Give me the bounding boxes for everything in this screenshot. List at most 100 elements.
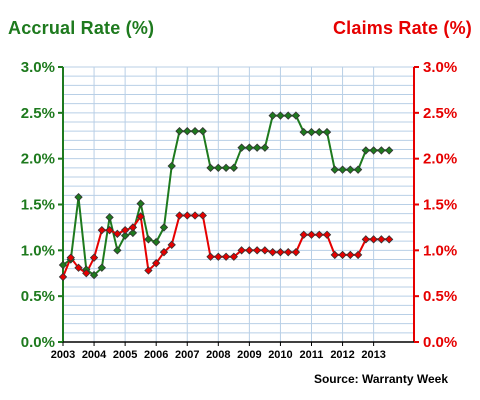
x-tick-label: 2005 bbox=[113, 349, 137, 361]
x-tick-label: 2003 bbox=[51, 349, 75, 361]
accrual-rate-point bbox=[384, 146, 394, 155]
x-tick-label: 2007 bbox=[175, 349, 199, 361]
accrual-rate-point bbox=[74, 193, 83, 202]
x-tick-label: 2012 bbox=[330, 349, 354, 361]
accrual-rate-point bbox=[245, 143, 254, 152]
left-y-tick-label: 1.5% bbox=[21, 197, 55, 214]
claims-rate-point bbox=[237, 246, 246, 255]
source-label: Source: Warranty Week bbox=[313, 372, 448, 386]
x-tick-label: 2010 bbox=[268, 349, 292, 361]
left-y-tick-label: 1.0% bbox=[21, 242, 55, 259]
right-y-tick-label: 1.0% bbox=[423, 242, 457, 259]
accrual-rate-point bbox=[58, 260, 68, 270]
accrual-rate-point bbox=[361, 146, 371, 155]
claims-rate-point bbox=[284, 248, 293, 257]
claims-rate-point bbox=[338, 250, 347, 260]
claims-rate-point bbox=[369, 235, 378, 244]
accrual-rate-point bbox=[221, 163, 231, 172]
claims-rate-point bbox=[152, 259, 161, 268]
accrual-rate-point bbox=[198, 127, 207, 136]
accrual-rate-point bbox=[252, 143, 262, 152]
claims-rate-point bbox=[276, 248, 285, 257]
accrual-rate-point bbox=[206, 163, 215, 172]
claims-rate-point bbox=[330, 250, 339, 260]
x-tick-label: 2006 bbox=[144, 349, 168, 361]
claims-rate-point bbox=[128, 223, 138, 232]
claims-rate-point bbox=[229, 252, 239, 261]
claims-rate-point bbox=[299, 230, 308, 239]
left-y-tick-label: 2.5% bbox=[21, 105, 55, 122]
left-y-tick-label: 0.0% bbox=[21, 334, 55, 351]
right-y-tick-label: 2.5% bbox=[423, 105, 457, 122]
claims-rate-point bbox=[175, 211, 184, 220]
claims-rate-axis-title: Claims Rate (%) bbox=[332, 18, 472, 38]
x-tick-label: 2008 bbox=[206, 349, 230, 361]
accrual-rate-point bbox=[113, 246, 122, 255]
claims-rate-point bbox=[268, 248, 277, 257]
claims-rate-point bbox=[206, 252, 215, 261]
accrual-rate-point bbox=[97, 263, 106, 272]
accrual-rate-point bbox=[346, 165, 355, 174]
claims-rate-point bbox=[136, 212, 145, 221]
claims-rate-point bbox=[346, 250, 355, 260]
accrual-rate-point bbox=[167, 161, 176, 171]
claims-rate-point bbox=[361, 235, 371, 244]
accrual-rate-point bbox=[268, 111, 277, 120]
claims-rate-point bbox=[74, 263, 83, 272]
accrual-rate-point bbox=[338, 165, 347, 174]
claims-rate-point bbox=[66, 253, 75, 262]
claims-rate-point bbox=[120, 226, 130, 235]
accrual-rate-point bbox=[214, 163, 223, 172]
accrual-rate-point bbox=[369, 146, 378, 155]
claims-rate-point bbox=[315, 230, 324, 239]
axes bbox=[58, 66, 419, 346]
x-tick-label: 2004 bbox=[82, 349, 107, 361]
claims-rate-point bbox=[198, 211, 207, 220]
tick-labels: 0.0% 0.0% 0.5% 0.5% 1.0% 1.0% 1.5% 1.5% 2.0% 2.0%… bbox=[21, 59, 457, 361]
accrual-rate-point bbox=[183, 127, 192, 136]
accrual-rate-point bbox=[159, 223, 169, 232]
accrual-rate-point bbox=[128, 228, 138, 238]
claims-rate-point bbox=[113, 229, 122, 238]
right-y-tick-label: 0.5% bbox=[423, 288, 457, 305]
claims-rate-point bbox=[89, 253, 99, 262]
accrual-rate-point bbox=[144, 235, 153, 244]
claims-rate-point bbox=[214, 252, 223, 261]
claims-rate-point bbox=[167, 240, 176, 249]
accrual-rate-point bbox=[291, 111, 301, 120]
accrual-rate-point bbox=[260, 143, 270, 152]
accrual-rate-point bbox=[120, 231, 130, 240]
accrual-rate-point bbox=[105, 213, 114, 222]
accrual-rate-point bbox=[330, 165, 339, 174]
accrual-rate-point bbox=[353, 165, 363, 174]
claims-rate-point bbox=[307, 230, 316, 239]
accrual-rate-point bbox=[377, 146, 386, 155]
accrual-rate-point bbox=[89, 270, 99, 280]
claims-rate-point bbox=[291, 248, 301, 257]
accrual-rate-point bbox=[322, 127, 332, 137]
claims-rate-point bbox=[260, 246, 270, 255]
claims-rate-point bbox=[105, 226, 114, 235]
right-y-tick-label: 0.0% bbox=[423, 334, 457, 351]
claims-rate-point bbox=[221, 252, 231, 261]
claims-rate-point bbox=[183, 211, 192, 220]
right-y-tick-label: 3.0% bbox=[423, 59, 457, 76]
accrual-rate-point bbox=[229, 163, 239, 172]
claims-rate-point bbox=[322, 230, 332, 239]
claims-rate-point bbox=[353, 250, 363, 260]
claims-rate-point bbox=[252, 246, 262, 255]
left-y-tick-label: 0.5% bbox=[21, 288, 55, 305]
accrual-rate-point bbox=[190, 127, 200, 136]
accrual-rate-point bbox=[284, 111, 293, 120]
claims-rate-point bbox=[82, 269, 91, 278]
gridlines bbox=[63, 66, 414, 342]
left-y-tick-label: 3.0% bbox=[21, 59, 55, 76]
x-tick-label: 2013 bbox=[361, 349, 385, 361]
accrual-rate-point bbox=[276, 111, 285, 120]
x-tick-label: 2009 bbox=[237, 349, 261, 361]
claims-rate-point bbox=[58, 272, 68, 282]
accrual-rate-axis-title: Accrual Rate (%) bbox=[8, 18, 155, 38]
left-y-tick-label: 2.0% bbox=[21, 151, 55, 168]
claims-rate-point bbox=[159, 248, 169, 257]
accrual-rate-point bbox=[307, 127, 316, 137]
